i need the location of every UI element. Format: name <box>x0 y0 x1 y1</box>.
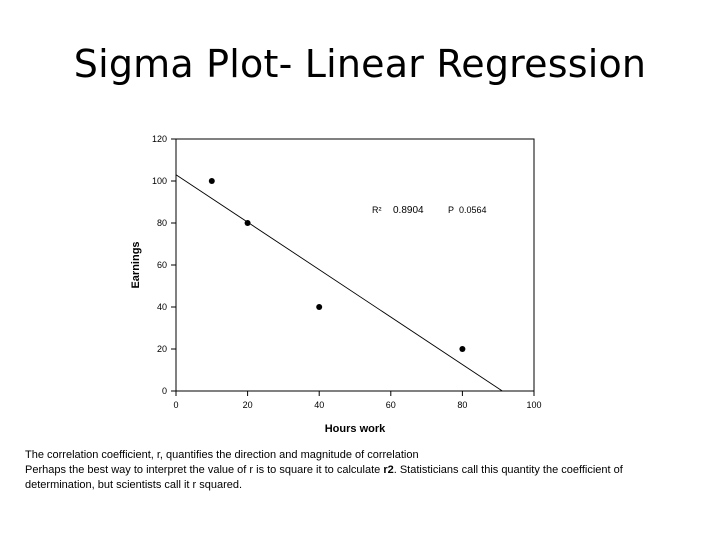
y-tick-label: 100 <box>152 176 167 186</box>
x-tick-label: 60 <box>386 400 396 410</box>
x-axis-label: Hours work <box>325 423 386 435</box>
p-label: P <box>448 205 454 215</box>
y-tick-label: 20 <box>157 344 167 354</box>
r2-value: 0.8904 <box>393 205 424 216</box>
caption-line-2: Perhaps the best way to interpret the va… <box>25 463 695 493</box>
x-tick-label: 80 <box>457 400 467 410</box>
x-tick-label: 40 <box>314 400 324 410</box>
caption-r2-term: r2 <box>383 464 394 476</box>
data-point <box>459 346 466 352</box>
x-tick-label: 20 <box>243 400 253 410</box>
caption: The correlation coefficient, r, quantifi… <box>25 448 695 493</box>
y-tick-label: 0 <box>162 386 167 396</box>
regression-line <box>175 174 503 392</box>
y-axis-label: Earnings <box>130 241 142 288</box>
y-tick-label: 80 <box>157 218 167 228</box>
y-tick-label: 60 <box>157 260 167 270</box>
regression-chart: 0 20 40 60 80 100 120 0 20 40 60 80 100 Hours work Ear… <box>130 134 542 435</box>
caption-line-1: The correlation coefficient, r, quantifi… <box>25 449 419 461</box>
p-value: 0.0564 <box>459 205 487 215</box>
y-tick-label: 120 <box>152 134 167 144</box>
slide-title: Sigma Plot- Linear Regression <box>73 42 647 86</box>
x-tick-label: 0 <box>173 400 178 410</box>
data-point <box>316 304 323 310</box>
plot-frame <box>175 138 535 392</box>
r2-label: R² <box>372 205 382 215</box>
caption-line-2-end: . Statisticians call this quantity the c… <box>25 464 623 491</box>
data-point <box>244 220 251 226</box>
x-tick-label: 100 <box>526 400 541 410</box>
y-tick-label: 40 <box>157 302 167 312</box>
caption-line-2-start: Perhaps the best way to interpret the va… <box>25 464 384 476</box>
data-point <box>208 178 215 184</box>
